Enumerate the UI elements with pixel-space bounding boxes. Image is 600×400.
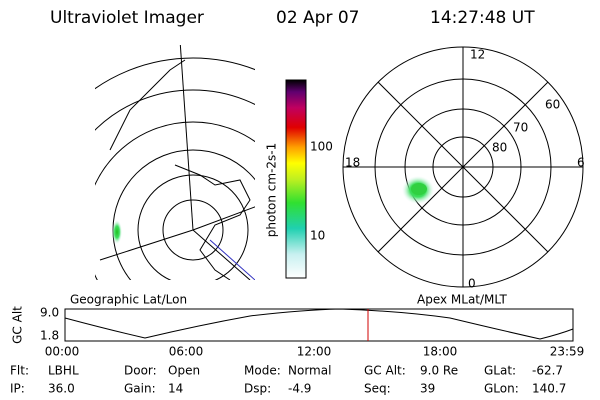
ring-label: 60 bbox=[545, 98, 560, 112]
colorbar bbox=[285, 79, 307, 279]
date: 02 Apr 07 bbox=[276, 8, 359, 28]
field-label: Mode: bbox=[244, 364, 281, 378]
polar-plot bbox=[342, 46, 584, 288]
ring-label: 70 bbox=[513, 121, 528, 135]
hour-label: 12 bbox=[470, 48, 485, 62]
ring-label: 80 bbox=[492, 141, 507, 155]
field-value: -62.7 bbox=[532, 364, 563, 378]
geo-map bbox=[95, 45, 255, 280]
colorbar-label: photon cm-2s-1 bbox=[265, 143, 279, 238]
field-label: Flt: bbox=[10, 364, 29, 378]
field-label: GLat: bbox=[484, 364, 516, 378]
colorbar-tick: 100 bbox=[310, 140, 333, 154]
field-value: 14 bbox=[168, 382, 183, 396]
x-label: 06:00 bbox=[169, 345, 204, 359]
field-value: 39 bbox=[420, 382, 435, 396]
time: 14:27:48 UT bbox=[430, 8, 535, 28]
y-label: 1.8 bbox=[40, 329, 59, 343]
field-value: LBHL bbox=[48, 364, 79, 378]
title: Ultraviolet Imager bbox=[50, 8, 204, 28]
x-label: 23:59 bbox=[550, 345, 585, 359]
field-label: GLon: bbox=[484, 382, 519, 396]
y-label: 9.0 bbox=[40, 306, 59, 320]
field-value: Open bbox=[168, 364, 200, 378]
hour-label: 0 bbox=[468, 277, 476, 291]
x-label: 18:00 bbox=[423, 345, 458, 359]
field-label: Gain: bbox=[124, 382, 156, 396]
hour-label: 18 bbox=[345, 156, 360, 170]
timeline-box bbox=[64, 308, 574, 342]
x-label: 00:00 bbox=[45, 345, 80, 359]
panel-label: Apex MLat/MLT bbox=[417, 293, 507, 307]
field-value: 140.7 bbox=[532, 382, 566, 396]
field-label: IP: bbox=[10, 382, 25, 396]
field-value: Normal bbox=[288, 364, 331, 378]
field-value: 36.0 bbox=[48, 382, 75, 396]
timeline-axis-label: GC Alt bbox=[11, 306, 25, 344]
colorbar-tick: 10 bbox=[310, 229, 325, 243]
field-value: -4.9 bbox=[288, 382, 311, 396]
x-label: 12:00 bbox=[297, 345, 332, 359]
field-label: GC Alt: bbox=[364, 364, 406, 378]
hour-label: 6 bbox=[577, 156, 585, 170]
altitude-curve bbox=[64, 308, 574, 340]
field-label: Seq: bbox=[364, 382, 391, 396]
panel-label: Geographic Lat/Lon bbox=[70, 293, 187, 307]
field-value: 9.0 Re bbox=[420, 364, 458, 378]
field-label: Dsp: bbox=[244, 382, 271, 396]
field-label: Door: bbox=[124, 364, 157, 378]
